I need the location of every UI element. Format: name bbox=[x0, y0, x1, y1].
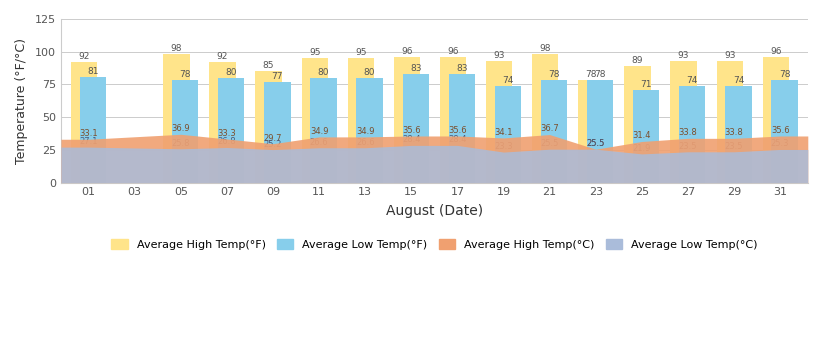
Bar bbox=[486, 61, 512, 182]
Bar bbox=[679, 86, 706, 182]
Text: 35.6: 35.6 bbox=[402, 126, 421, 135]
Text: 83: 83 bbox=[410, 64, 422, 73]
Bar bbox=[771, 80, 798, 182]
Legend: Average High Temp(°F), Average Low Temp(°F), Average High Temp(°C), Average Low : Average High Temp(°F), Average Low Temp(… bbox=[105, 233, 764, 256]
Text: 78: 78 bbox=[779, 71, 790, 79]
Text: 92: 92 bbox=[217, 52, 228, 61]
Bar bbox=[256, 71, 281, 182]
Text: 74: 74 bbox=[502, 76, 514, 85]
Text: 89: 89 bbox=[632, 56, 643, 65]
Y-axis label: Temperature (°F/°C): Temperature (°F/°C) bbox=[15, 38, 28, 164]
Text: 93: 93 bbox=[678, 51, 689, 60]
Text: 96: 96 bbox=[401, 47, 413, 56]
Bar bbox=[532, 54, 559, 182]
Text: 98: 98 bbox=[540, 44, 551, 53]
Bar bbox=[624, 66, 651, 182]
Bar bbox=[209, 62, 236, 182]
Text: 29.7: 29.7 bbox=[264, 134, 282, 143]
Text: 78: 78 bbox=[549, 71, 559, 79]
Text: 23.5: 23.5 bbox=[725, 142, 744, 151]
Text: 92: 92 bbox=[79, 52, 90, 61]
Bar bbox=[264, 82, 290, 182]
Text: 81: 81 bbox=[87, 67, 99, 76]
Text: 96: 96 bbox=[770, 47, 782, 56]
Text: 23.3: 23.3 bbox=[494, 142, 513, 151]
Text: 36.9: 36.9 bbox=[172, 124, 190, 133]
Text: 80: 80 bbox=[318, 68, 330, 77]
Text: 25.2: 25.2 bbox=[264, 139, 282, 148]
Text: 21.9: 21.9 bbox=[632, 144, 651, 153]
Text: 27.1: 27.1 bbox=[80, 137, 98, 146]
Text: 96: 96 bbox=[447, 47, 459, 56]
Text: 78: 78 bbox=[594, 71, 606, 79]
Text: 28.4: 28.4 bbox=[402, 135, 421, 144]
Bar bbox=[403, 74, 429, 182]
Text: 25.5: 25.5 bbox=[587, 139, 605, 148]
Text: 35.6: 35.6 bbox=[448, 126, 466, 135]
Text: 25.8: 25.8 bbox=[172, 139, 190, 148]
Bar bbox=[310, 78, 337, 182]
Bar bbox=[71, 62, 97, 182]
Bar bbox=[164, 54, 189, 182]
Text: 35.6: 35.6 bbox=[771, 126, 789, 135]
Text: 33.8: 33.8 bbox=[679, 128, 697, 137]
Bar bbox=[440, 57, 466, 182]
Text: 25.3: 25.3 bbox=[771, 139, 789, 148]
Bar bbox=[449, 74, 475, 182]
X-axis label: August (Date): August (Date) bbox=[386, 205, 483, 218]
Bar bbox=[172, 80, 198, 182]
Bar bbox=[356, 78, 383, 182]
Text: 80: 80 bbox=[364, 68, 375, 77]
Text: 95: 95 bbox=[309, 48, 320, 57]
Bar bbox=[393, 57, 420, 182]
Text: 25.5: 25.5 bbox=[540, 139, 559, 148]
Bar bbox=[587, 80, 613, 182]
Text: 26.6: 26.6 bbox=[356, 138, 374, 147]
Text: 26.6: 26.6 bbox=[310, 138, 329, 147]
Text: 95: 95 bbox=[355, 48, 367, 57]
Text: 74: 74 bbox=[733, 76, 744, 85]
Text: 93: 93 bbox=[724, 51, 735, 60]
Text: 28.4: 28.4 bbox=[448, 135, 466, 144]
Bar bbox=[633, 90, 659, 182]
Text: 23.5: 23.5 bbox=[679, 142, 697, 151]
Bar bbox=[495, 86, 521, 182]
Text: 31.4: 31.4 bbox=[632, 131, 651, 140]
Text: 36.7: 36.7 bbox=[540, 125, 559, 134]
Text: 26.8: 26.8 bbox=[217, 138, 237, 147]
Text: 34.1: 34.1 bbox=[494, 128, 513, 137]
Bar bbox=[301, 58, 328, 182]
Text: 33.8: 33.8 bbox=[725, 128, 744, 137]
Text: 93: 93 bbox=[493, 51, 505, 60]
Bar bbox=[763, 57, 788, 182]
Text: 25.5: 25.5 bbox=[587, 139, 605, 148]
Text: 78: 78 bbox=[179, 71, 191, 79]
Bar bbox=[541, 80, 567, 182]
Text: 98: 98 bbox=[171, 44, 182, 53]
Bar bbox=[716, 61, 743, 182]
Bar bbox=[725, 86, 751, 182]
Bar bbox=[671, 61, 696, 182]
Text: 80: 80 bbox=[226, 68, 237, 77]
Text: 74: 74 bbox=[686, 76, 698, 85]
Text: 33.1: 33.1 bbox=[80, 129, 98, 138]
Text: 34.9: 34.9 bbox=[356, 127, 374, 136]
Text: 85: 85 bbox=[263, 61, 275, 70]
Bar bbox=[80, 77, 106, 182]
Text: 33.3: 33.3 bbox=[217, 129, 237, 138]
Text: 77: 77 bbox=[271, 72, 283, 81]
Bar bbox=[348, 58, 374, 182]
Text: 83: 83 bbox=[456, 64, 467, 73]
Text: 71: 71 bbox=[641, 80, 652, 89]
Text: 78: 78 bbox=[586, 71, 597, 79]
Bar bbox=[579, 80, 604, 182]
Text: 34.9: 34.9 bbox=[310, 127, 329, 136]
Bar bbox=[218, 78, 244, 182]
